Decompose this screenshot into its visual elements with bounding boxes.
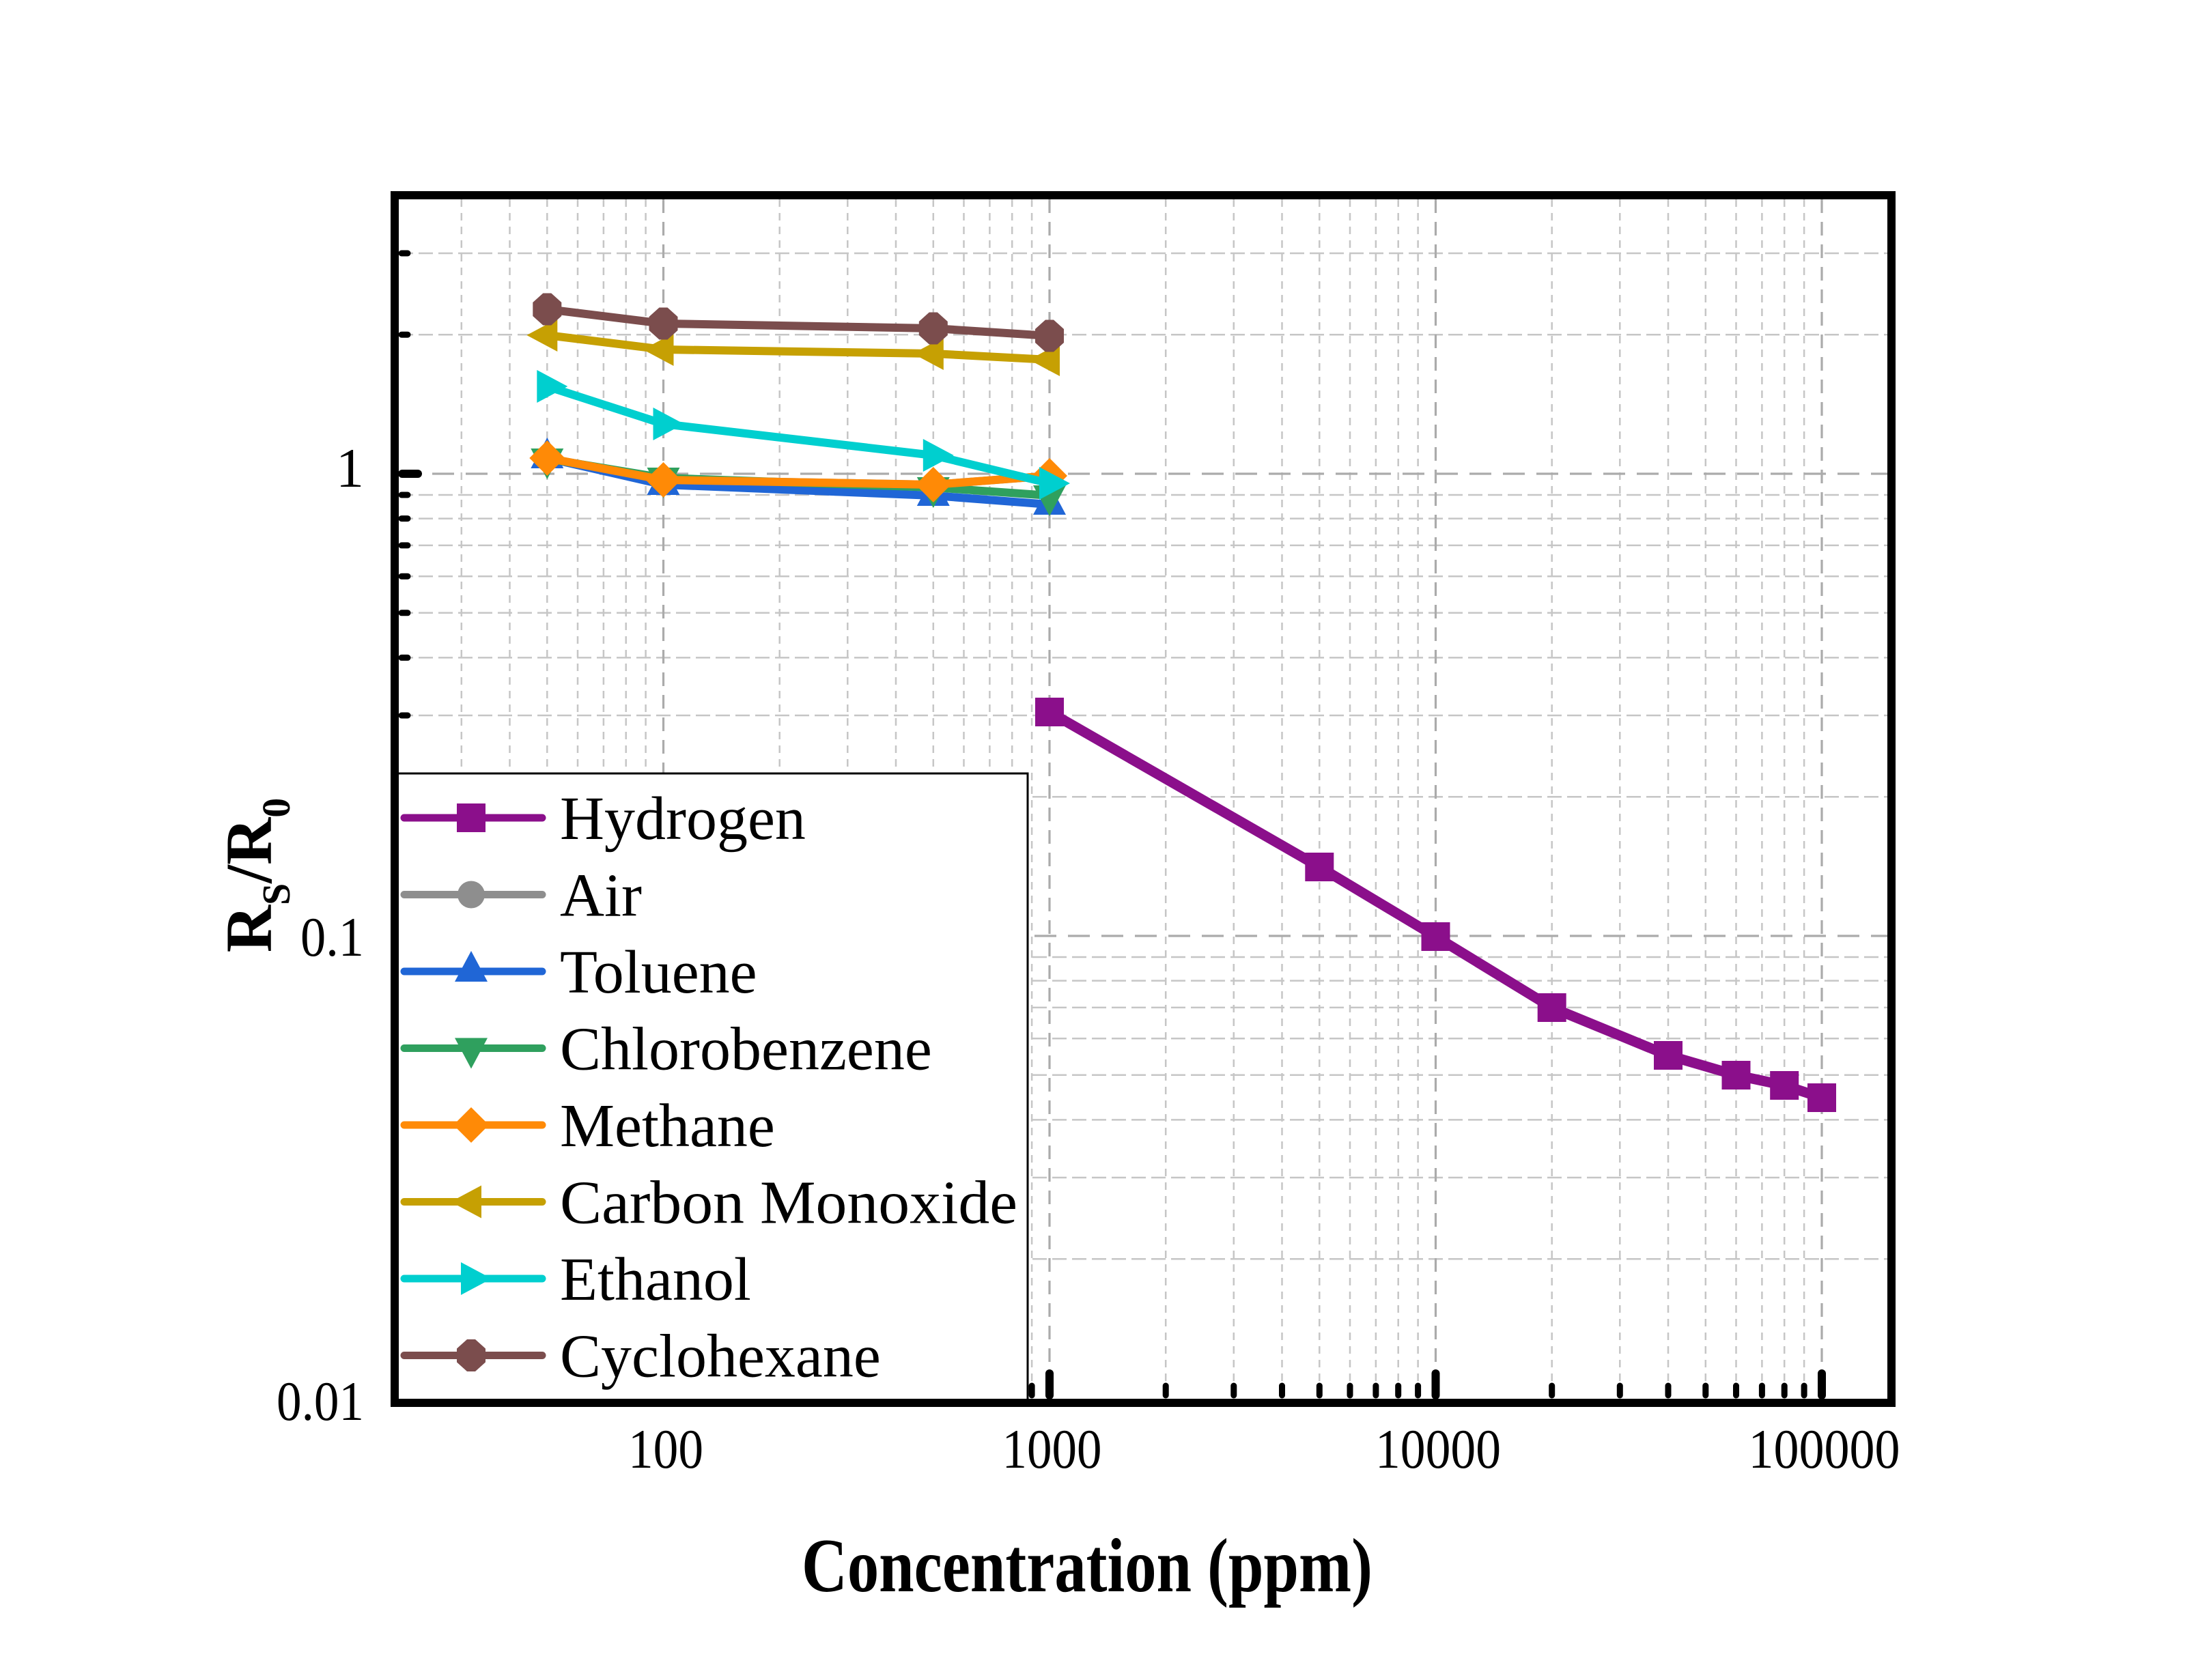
svg-text:0.01: 0.01	[277, 1370, 364, 1432]
svg-text:Toluene: Toluene	[560, 939, 757, 1006]
svg-text:Hydrogen: Hydrogen	[560, 785, 806, 853]
svg-text:Carbon Monoxide: Carbon Monoxide	[560, 1169, 1017, 1237]
svg-text:Concentration (ppm): Concentration (ppm)	[802, 1524, 1372, 1608]
svg-text:Chlorobenzene: Chlorobenzene	[560, 1016, 932, 1083]
svg-text:1: 1	[336, 437, 364, 499]
svg-text:100: 100	[628, 1418, 703, 1480]
svg-text:0.1: 0.1	[300, 906, 364, 968]
svg-text:1000: 1000	[1002, 1418, 1102, 1480]
svg-text:100000: 100000	[1749, 1418, 1900, 1480]
svg-text:10000: 10000	[1375, 1418, 1501, 1480]
svg-text:Methane: Methane	[560, 1092, 775, 1160]
svg-text:Cyclohexane: Cyclohexane	[560, 1323, 881, 1391]
svg-text:Ethanol: Ethanol	[560, 1246, 751, 1313]
svg-text:Air: Air	[560, 862, 642, 930]
svg-text:RS/R0: RS/R0	[212, 798, 298, 953]
